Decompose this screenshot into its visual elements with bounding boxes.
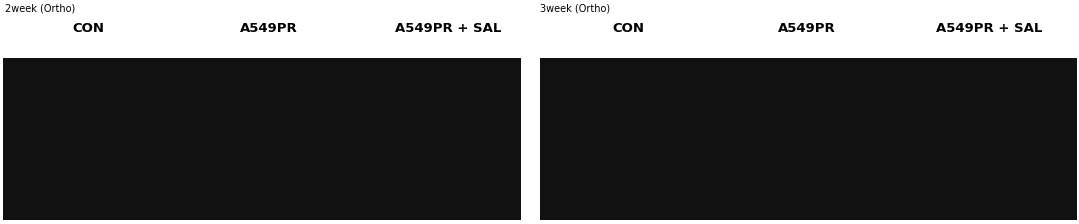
Text: A549PR + SAL: A549PR + SAL — [937, 22, 1042, 35]
Text: A549PR + SAL: A549PR + SAL — [395, 22, 501, 35]
Text: CON: CON — [612, 22, 644, 35]
Text: 3week (Ortho): 3week (Ortho) — [540, 3, 610, 13]
Text: A549PR: A549PR — [240, 22, 298, 35]
Text: A549PR: A549PR — [778, 22, 836, 35]
Text: 2week (Ortho): 2week (Ortho) — [5, 3, 76, 13]
Text: CON: CON — [72, 22, 105, 35]
